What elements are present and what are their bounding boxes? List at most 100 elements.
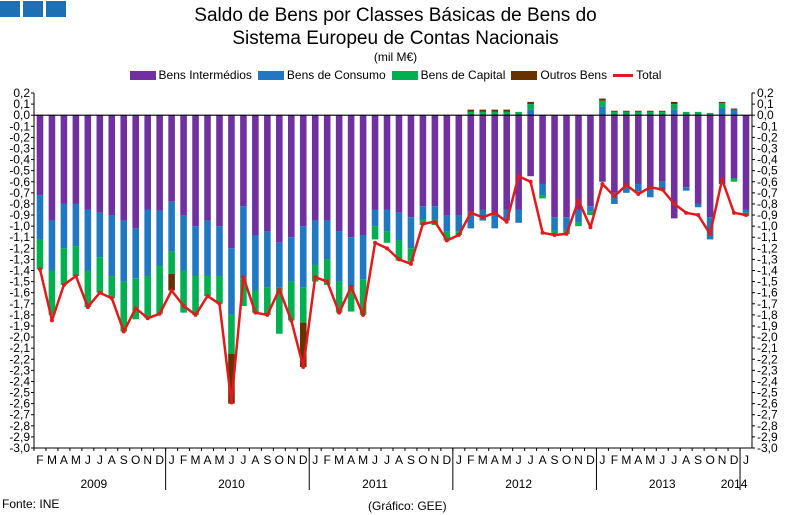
bar-bens-intermedios: [742, 115, 750, 210]
total-point: [552, 233, 557, 237]
y-tick-label-left: -1,7: [9, 297, 30, 311]
bar-bens-intermedios: [443, 115, 451, 216]
y-tick-label-right: -2,6: [757, 397, 778, 411]
bar-bens-de-capital: [168, 251, 175, 274]
bar-bens-de-capital: [216, 276, 223, 304]
title-line-2: Sistema Europeu de Contas Nacionais: [232, 28, 559, 49]
total-point: [97, 290, 102, 295]
total-point: [432, 219, 437, 224]
total-point: [61, 282, 66, 287]
bar-bens-intermedios: [694, 115, 702, 204]
x-month-label: M: [621, 453, 631, 467]
x-month-label: J: [85, 453, 91, 467]
bar-bens-de-capital: [228, 314, 235, 354]
y-tick-label-left: -2,8: [9, 419, 30, 433]
bar-bens-de-capital: [60, 248, 68, 285]
bar-bens-intermedios: [323, 115, 331, 221]
total-point: [85, 305, 90, 310]
y-tick-label-left: -0,3: [9, 141, 30, 155]
x-month-label: S: [407, 453, 415, 467]
total-point: [385, 246, 390, 251]
bar-bens-intermedios: [479, 115, 487, 210]
x-month-label: O: [131, 453, 140, 467]
bar-bens-de-capital: [551, 230, 558, 234]
total-point: [744, 213, 749, 218]
x-year-label: 2011: [362, 477, 388, 491]
total-point: [420, 221, 425, 226]
bar-bens-intermedios: [144, 115, 151, 210]
bar-bens-de-capital: [730, 178, 738, 182]
x-month-label: F: [324, 453, 331, 467]
total-point: [468, 210, 473, 215]
bar-bens-intermedios: [168, 115, 175, 202]
legend-label: Bens de Consumo: [286, 68, 386, 82]
y-tick-label-left: 0,0: [13, 108, 30, 122]
y-tick-label-left: -2,2: [9, 352, 30, 366]
legend-label: Outros Bens: [540, 68, 608, 82]
bar-bens-de-consumo: [120, 220, 128, 282]
y-tick-label-left: 0,2: [13, 86, 30, 100]
x-month-label: J: [97, 453, 103, 467]
bar-bens-intermedios: [455, 115, 463, 216]
bar-outros-bens: [491, 109, 499, 112]
bar-bens-intermedios: [204, 115, 211, 221]
bar-bens-intermedios: [156, 115, 163, 211]
total-point: [169, 288, 174, 293]
logo-block: [0, 1, 20, 17]
x-month-label: M: [214, 453, 224, 467]
y-tick-label-left: -2,9: [9, 430, 30, 444]
bar-bens-de-consumo: [658, 181, 666, 191]
legend-label: Total: [636, 68, 662, 82]
chart-title: Saldo de Bens por Classes Básicas de Ben…: [0, 4, 791, 50]
bar-bens-intermedios: [264, 115, 271, 232]
x-month-label: M: [71, 453, 81, 467]
bar-bens-intermedios: [228, 115, 235, 249]
total-point: [696, 213, 701, 218]
bar-bens-de-capital: [252, 290, 259, 313]
x-month-label: N: [574, 453, 583, 467]
bar-bens-intermedios: [431, 115, 439, 207]
bar-bens-intermedios: [467, 115, 475, 212]
total-point: [648, 185, 653, 190]
bar-outros-bens: [503, 109, 510, 112]
x-month-label: J: [528, 453, 534, 467]
bar-outros-bens: [718, 101, 726, 103]
x-month-label: F: [36, 453, 43, 467]
legend-swatch: [391, 70, 418, 80]
bar-bens-de-capital: [180, 270, 187, 313]
bar-bens-de-consumo: [527, 109, 534, 116]
logo: [0, 1, 66, 17]
bar-bens-intermedios: [527, 115, 534, 177]
bar-bens-intermedios: [180, 115, 187, 216]
y-tick-label-left: -3,0: [9, 441, 30, 455]
bar-outros-bens: [670, 101, 678, 105]
bar-bens-intermedios: [635, 115, 642, 184]
bar-outros-bens: [527, 101, 534, 105]
bar-bens-de-capital: [264, 287, 271, 315]
y-tick-label-right: -2,5: [757, 386, 778, 400]
legend-label: Bens de Capital: [420, 68, 506, 82]
bar-bens-intermedios: [575, 115, 582, 210]
x-month-label: F: [611, 453, 618, 467]
bar-bens-de-capital: [646, 111, 654, 116]
total-point: [540, 230, 545, 235]
bar-bens-de-consumo: [503, 209, 510, 221]
y-tick-label-right: -0,2: [757, 130, 778, 144]
bar-bens-de-consumo: [718, 108, 726, 116]
x-month-label: A: [395, 453, 403, 467]
bar-bens-de-capital: [383, 231, 391, 243]
bar-bens-de-consumo: [646, 188, 654, 198]
legend-swatch: [129, 70, 156, 80]
unit-label: (mil M€): [373, 50, 418, 64]
credit-note: (Gráfico: GEE): [368, 499, 447, 513]
bar-bens-de-consumo: [682, 187, 690, 191]
bar-bens-de-capital: [623, 111, 630, 116]
bar-bens-de-capital: [84, 270, 92, 308]
bar-bens-de-consumo: [670, 109, 678, 116]
total-point: [37, 267, 42, 272]
bar-bens-de-capital: [299, 287, 307, 323]
legend: Bens Intermédios Bens de Consumo Bens de…: [0, 68, 791, 82]
y-tick-label-left: -2,5: [9, 386, 30, 400]
y-tick-label-left: -2,1: [9, 341, 30, 355]
y-tick-label-right: -1,0: [757, 219, 778, 233]
